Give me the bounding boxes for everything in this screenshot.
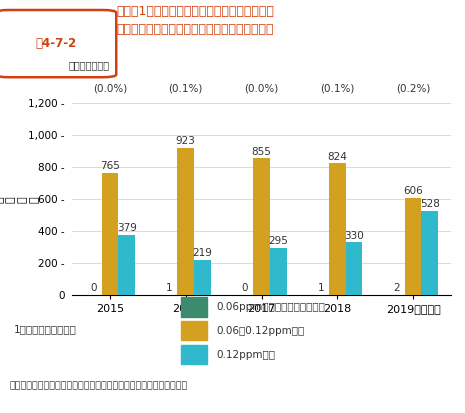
Text: (0.1%): (0.1%) <box>169 84 203 94</box>
Bar <box>329 164 345 295</box>
Text: 824: 824 <box>327 152 347 161</box>
Text: 0.06～0.12ppm未満: 0.06～0.12ppm未満 <box>216 326 304 336</box>
Text: 2: 2 <box>393 283 400 293</box>
Bar <box>253 159 270 295</box>
Text: 923: 923 <box>176 135 196 146</box>
Text: 379: 379 <box>117 223 137 233</box>
Text: (0.0%): (0.0%) <box>245 84 279 94</box>
Bar <box>194 260 211 295</box>
Text: 昼間の1時間値の年間最高値の光化学オキシダ
ント濃度レベル別の測定局数の推移（一般局）: 昼間の1時間値の年間最高値の光化学オキシダ ント濃度レベル別の測定局数の推移（一… <box>116 5 274 36</box>
Bar <box>118 235 135 295</box>
Y-axis label: 測
定
局
数: 測 定 局 数 <box>0 196 39 203</box>
Bar <box>345 242 362 295</box>
Bar <box>270 248 286 295</box>
Text: 0.06ppm以下（環境基準達成）: 0.06ppm以下（環境基準達成） <box>216 302 325 312</box>
Text: 855: 855 <box>252 147 272 157</box>
Text: 528: 528 <box>420 199 440 209</box>
Text: 0: 0 <box>90 283 97 293</box>
Text: 330: 330 <box>344 230 364 240</box>
Text: 環境基準達成率: 環境基準達成率 <box>68 61 109 71</box>
Text: 資料：環境省「令和元年度大気汚染状況について（報道発表資料）」: 資料：環境省「令和元年度大気汚染状況について（報道発表資料）」 <box>9 381 187 390</box>
Text: 0.12ppm以上: 0.12ppm以上 <box>216 350 275 360</box>
Text: (0.0%): (0.0%) <box>93 84 127 94</box>
Bar <box>181 297 207 316</box>
Text: 295: 295 <box>268 236 288 246</box>
FancyBboxPatch shape <box>0 10 116 77</box>
Bar <box>421 211 438 295</box>
Text: 1: 1 <box>318 283 324 293</box>
Text: 1時間値の年間最高値: 1時間値の年間最高値 <box>14 325 77 335</box>
Text: 606: 606 <box>403 186 423 197</box>
Bar <box>181 321 207 340</box>
Text: 围4-7-2: 围4-7-2 <box>35 37 76 50</box>
Bar <box>178 147 194 295</box>
Bar <box>181 345 207 364</box>
Text: 0: 0 <box>242 283 248 293</box>
Text: (0.2%): (0.2%) <box>396 84 430 94</box>
Text: 1: 1 <box>166 283 173 293</box>
Bar <box>102 173 118 295</box>
Text: (0.1%): (0.1%) <box>320 84 354 94</box>
Text: 219: 219 <box>193 248 213 258</box>
Bar <box>405 198 421 295</box>
Text: 765: 765 <box>100 161 120 171</box>
